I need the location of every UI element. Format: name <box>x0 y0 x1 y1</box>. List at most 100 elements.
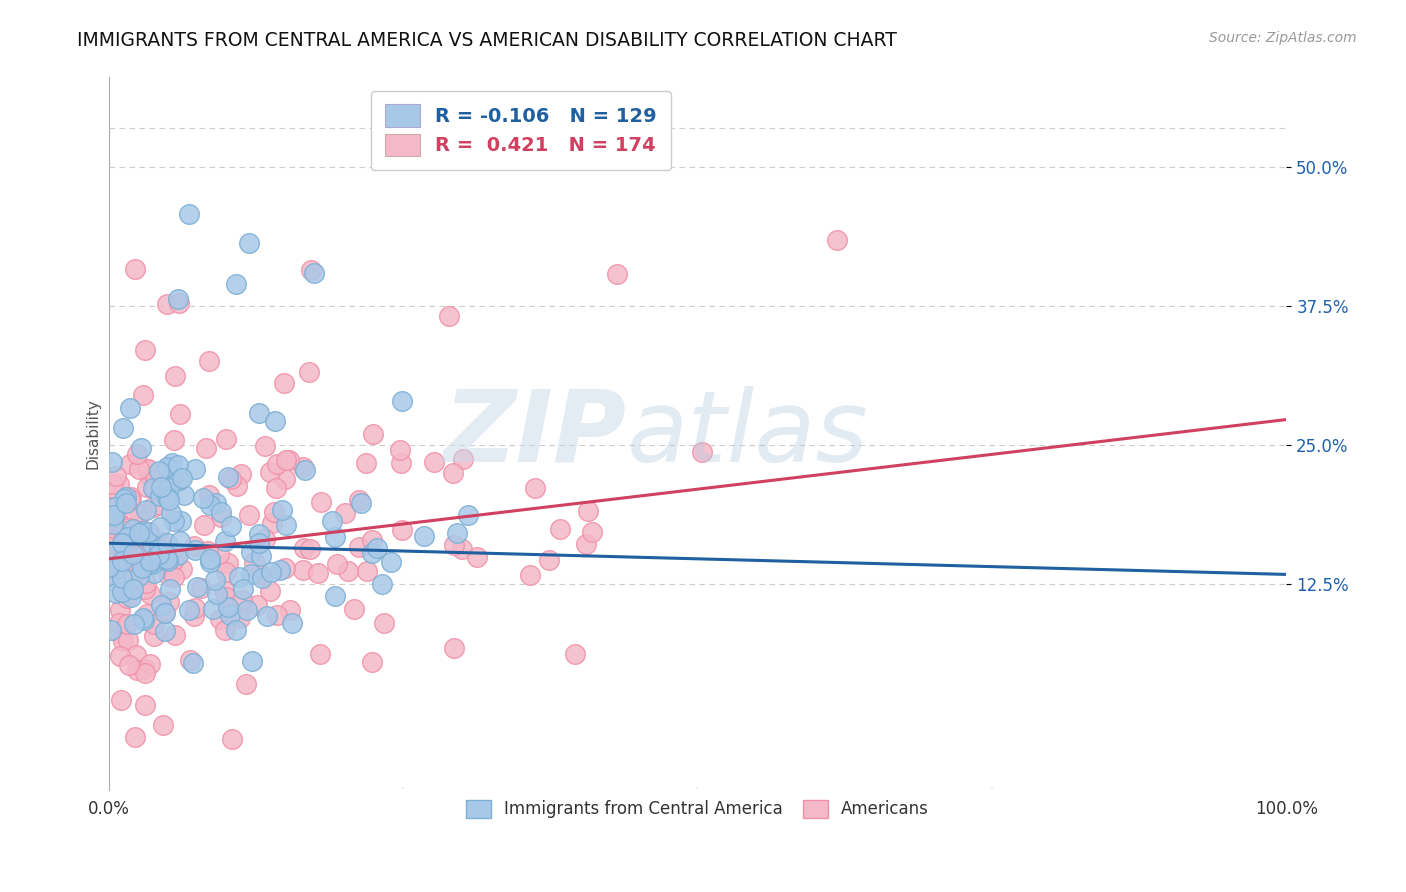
Point <box>291 563 314 577</box>
Point <box>117 632 139 647</box>
Point <box>167 548 190 562</box>
Point <box>361 547 384 561</box>
Point <box>117 591 139 606</box>
Point <box>143 553 166 567</box>
Point <box>156 536 179 550</box>
Point <box>262 516 284 530</box>
Point <box>134 698 156 713</box>
Point <box>160 473 183 487</box>
Text: atlas: atlas <box>627 385 869 483</box>
Point <box>337 564 360 578</box>
Point <box>125 648 148 663</box>
Point <box>125 663 148 677</box>
Point <box>107 477 129 491</box>
Point <box>121 547 143 561</box>
Point <box>350 496 373 510</box>
Point <box>163 514 186 528</box>
Point <box>153 606 176 620</box>
Point <box>197 544 219 558</box>
Point <box>136 463 159 477</box>
Point <box>142 566 165 580</box>
Point <box>143 616 166 631</box>
Point <box>157 481 180 495</box>
Point <box>214 624 236 638</box>
Point <box>127 526 149 541</box>
Point <box>204 573 226 587</box>
Point <box>141 537 163 551</box>
Point <box>155 549 177 563</box>
Point <box>135 503 157 517</box>
Point <box>177 603 200 617</box>
Point <box>108 516 131 531</box>
Point <box>155 624 177 639</box>
Point <box>104 555 127 569</box>
Point <box>269 563 291 577</box>
Point <box>169 533 191 548</box>
Point <box>103 496 125 510</box>
Point <box>115 496 138 510</box>
Point <box>115 617 138 632</box>
Point <box>690 444 713 458</box>
Point <box>274 453 297 467</box>
Point <box>122 522 145 536</box>
Point <box>209 509 232 524</box>
Point <box>139 657 162 671</box>
Point <box>112 538 135 552</box>
Point <box>150 480 173 494</box>
Point <box>273 561 295 575</box>
Point <box>100 623 122 637</box>
Point <box>215 432 238 446</box>
Point <box>103 477 125 491</box>
Point <box>159 582 181 596</box>
Point <box>108 616 131 631</box>
Point <box>128 568 150 582</box>
Point <box>198 353 221 368</box>
Point <box>167 295 190 310</box>
Point <box>157 554 180 568</box>
Point <box>122 617 145 632</box>
Legend: Immigrants from Central America, Americans: Immigrants from Central America, America… <box>460 793 936 825</box>
Point <box>581 524 603 539</box>
Point <box>149 489 172 503</box>
Point <box>139 587 162 601</box>
Point <box>179 652 201 666</box>
Point <box>827 233 849 247</box>
Point <box>110 693 132 707</box>
Point <box>136 541 159 556</box>
Point <box>298 365 321 379</box>
Point <box>451 451 474 466</box>
Point <box>201 602 224 616</box>
Point <box>231 593 253 607</box>
Point <box>209 505 232 519</box>
Point <box>165 546 187 560</box>
Point <box>149 520 172 534</box>
Point <box>121 512 143 526</box>
Point <box>323 589 346 603</box>
Point <box>247 526 270 541</box>
Point <box>104 585 127 599</box>
Point <box>198 498 221 512</box>
Point <box>142 500 165 514</box>
Point <box>208 547 231 561</box>
Point <box>111 554 134 568</box>
Point <box>228 570 250 584</box>
Point <box>124 261 146 276</box>
Point <box>129 507 152 521</box>
Point <box>519 568 541 582</box>
Point <box>356 565 378 579</box>
Point <box>152 717 174 731</box>
Point <box>443 640 465 655</box>
Point <box>117 520 139 534</box>
Point <box>110 648 132 663</box>
Point <box>388 442 411 457</box>
Point <box>120 571 142 585</box>
Point <box>149 498 172 512</box>
Point <box>277 452 299 467</box>
Point <box>107 624 129 639</box>
Point <box>215 566 238 580</box>
Point <box>214 534 236 549</box>
Point <box>162 554 184 568</box>
Point <box>221 731 243 746</box>
Point <box>111 420 134 434</box>
Point <box>190 581 212 595</box>
